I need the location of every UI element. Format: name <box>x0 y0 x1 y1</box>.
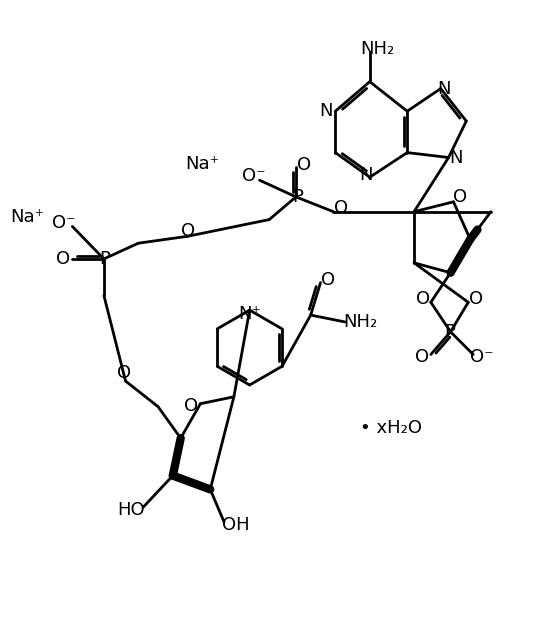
Text: HO: HO <box>118 501 145 519</box>
Text: O: O <box>181 222 195 241</box>
Text: O: O <box>334 199 348 217</box>
Text: O: O <box>185 397 199 415</box>
Text: P: P <box>100 250 110 268</box>
Text: O: O <box>416 291 430 308</box>
Text: NH₂: NH₂ <box>360 40 395 58</box>
Text: O: O <box>469 291 483 308</box>
Text: O: O <box>321 271 336 289</box>
Text: NH₂: NH₂ <box>343 313 377 331</box>
Text: O⁻: O⁻ <box>242 167 265 185</box>
Text: O⁻: O⁻ <box>52 214 75 232</box>
Text: P: P <box>444 323 455 341</box>
Text: OH: OH <box>222 516 250 534</box>
Text: O: O <box>415 348 429 367</box>
Text: N: N <box>359 166 373 184</box>
Text: Na⁺: Na⁺ <box>185 156 219 173</box>
Text: O: O <box>454 188 468 206</box>
Text: O⁻: O⁻ <box>470 348 494 367</box>
Text: N: N <box>450 148 463 166</box>
Text: O: O <box>56 250 70 268</box>
Text: Na⁺: Na⁺ <box>10 207 44 225</box>
Text: • xH₂O: • xH₂O <box>360 419 422 437</box>
Text: N: N <box>320 102 333 120</box>
Text: O: O <box>297 156 311 174</box>
Text: P: P <box>293 188 303 206</box>
Text: N⁺: N⁺ <box>238 305 261 323</box>
Text: N: N <box>437 79 450 97</box>
Text: O: O <box>117 364 131 382</box>
